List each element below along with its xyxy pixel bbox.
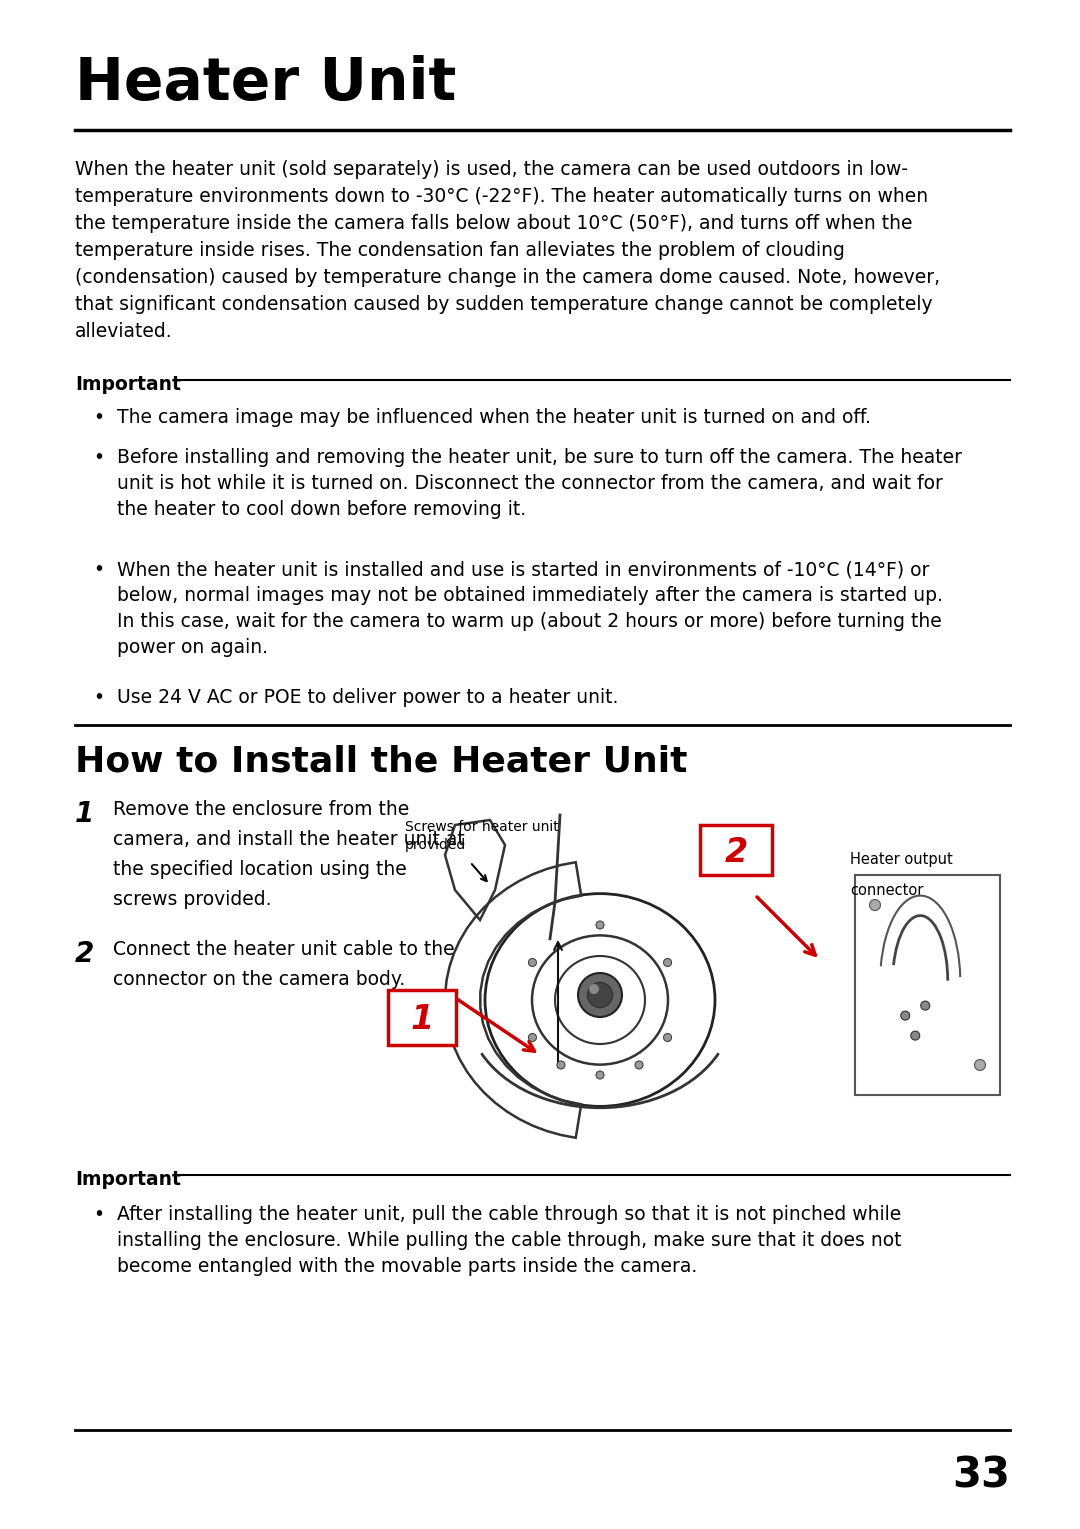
Text: Remove the enclosure from the: Remove the enclosure from the xyxy=(113,800,409,820)
Bar xyxy=(700,826,772,875)
Text: the temperature inside the camera falls below about 10°C (50°F), and turns off w: the temperature inside the camera falls … xyxy=(75,214,913,232)
Text: After installing the heater unit, pull the cable through so that it is not pinch: After installing the heater unit, pull t… xyxy=(117,1205,901,1225)
Text: the heater to cool down before removing it.: the heater to cool down before removing … xyxy=(117,500,526,518)
Text: that significant condensation caused by sudden temperature change cannot be comp: that significant condensation caused by … xyxy=(75,295,933,313)
Text: 2: 2 xyxy=(75,940,94,968)
Text: power on again.: power on again. xyxy=(117,638,268,657)
Text: Before installing and removing the heater unit, be sure to turn off the camera. : Before installing and removing the heate… xyxy=(117,448,962,466)
Text: 33: 33 xyxy=(951,1456,1010,1497)
Ellipse shape xyxy=(974,1060,986,1070)
Text: •: • xyxy=(93,560,104,579)
Text: The camera image may be influenced when the heater unit is turned on and off.: The camera image may be influenced when … xyxy=(117,408,870,427)
Ellipse shape xyxy=(528,1034,537,1041)
Text: •: • xyxy=(93,448,104,466)
Text: When the heater unit (sold separately) is used, the camera can be used outdoors : When the heater unit (sold separately) i… xyxy=(75,161,908,179)
Ellipse shape xyxy=(921,1001,930,1011)
Ellipse shape xyxy=(910,1031,920,1040)
Text: •: • xyxy=(93,408,104,427)
Ellipse shape xyxy=(869,899,880,910)
Text: 2: 2 xyxy=(725,835,747,868)
Text: 1: 1 xyxy=(75,800,94,829)
Text: Important: Important xyxy=(75,1170,180,1190)
Text: become entangled with the movable parts inside the camera.: become entangled with the movable parts … xyxy=(117,1257,698,1277)
Text: the specified location using the: the specified location using the xyxy=(113,859,407,879)
Text: •: • xyxy=(93,1205,104,1225)
Text: (condensation) caused by temperature change in the camera dome caused. Note, how: (condensation) caused by temperature cha… xyxy=(75,268,940,287)
Text: Important: Important xyxy=(75,375,180,394)
Ellipse shape xyxy=(596,920,604,930)
Text: camera, and install the heater unit at: camera, and install the heater unit at xyxy=(113,830,464,849)
Ellipse shape xyxy=(528,959,537,966)
Text: 1: 1 xyxy=(410,1003,434,1037)
Ellipse shape xyxy=(635,1061,643,1069)
Text: Screws for heater unit: Screws for heater unit xyxy=(405,820,558,833)
Ellipse shape xyxy=(557,1061,565,1069)
Text: provided: provided xyxy=(405,838,467,852)
Text: Connect the heater unit cable to the: Connect the heater unit cable to the xyxy=(113,940,455,959)
Ellipse shape xyxy=(596,1070,604,1079)
Ellipse shape xyxy=(588,983,612,1008)
Text: temperature inside rises. The condensation fan alleviates the problem of cloudin: temperature inside rises. The condensati… xyxy=(75,242,845,260)
Text: connector on the camera body.: connector on the camera body. xyxy=(113,969,405,989)
Ellipse shape xyxy=(901,1011,909,1020)
Text: How to Install the Heater Unit: How to Install the Heater Unit xyxy=(75,745,688,778)
Bar xyxy=(855,875,1000,1095)
Ellipse shape xyxy=(663,959,672,966)
Text: alleviated.: alleviated. xyxy=(75,323,173,341)
Text: installing the enclosure. While pulling the cable through, make sure that it doe: installing the enclosure. While pulling … xyxy=(117,1231,902,1251)
Text: unit is hot while it is turned on. Disconnect the connector from the camera, and: unit is hot while it is turned on. Disco… xyxy=(117,474,943,492)
Text: temperature environments down to -30°C (-22°F). The heater automatically turns o: temperature environments down to -30°C (… xyxy=(75,187,928,206)
Text: below, normal images may not be obtained immediately after the camera is started: below, normal images may not be obtained… xyxy=(117,586,943,605)
Text: connector: connector xyxy=(850,884,923,898)
Text: •: • xyxy=(93,688,104,706)
Ellipse shape xyxy=(578,972,622,1017)
Text: Heater output: Heater output xyxy=(850,852,953,867)
Ellipse shape xyxy=(663,1034,672,1041)
Text: Use 24 V AC or POE to deliver power to a heater unit.: Use 24 V AC or POE to deliver power to a… xyxy=(117,688,619,706)
Text: In this case, wait for the camera to warm up (about 2 hours or more) before turn: In this case, wait for the camera to war… xyxy=(117,612,942,631)
Ellipse shape xyxy=(589,985,599,994)
Text: Heater Unit: Heater Unit xyxy=(75,55,457,112)
Text: screws provided.: screws provided. xyxy=(113,890,271,910)
Text: When the heater unit is installed and use is started in environments of -10°C (1: When the heater unit is installed and us… xyxy=(117,560,930,579)
Bar xyxy=(388,989,456,1044)
